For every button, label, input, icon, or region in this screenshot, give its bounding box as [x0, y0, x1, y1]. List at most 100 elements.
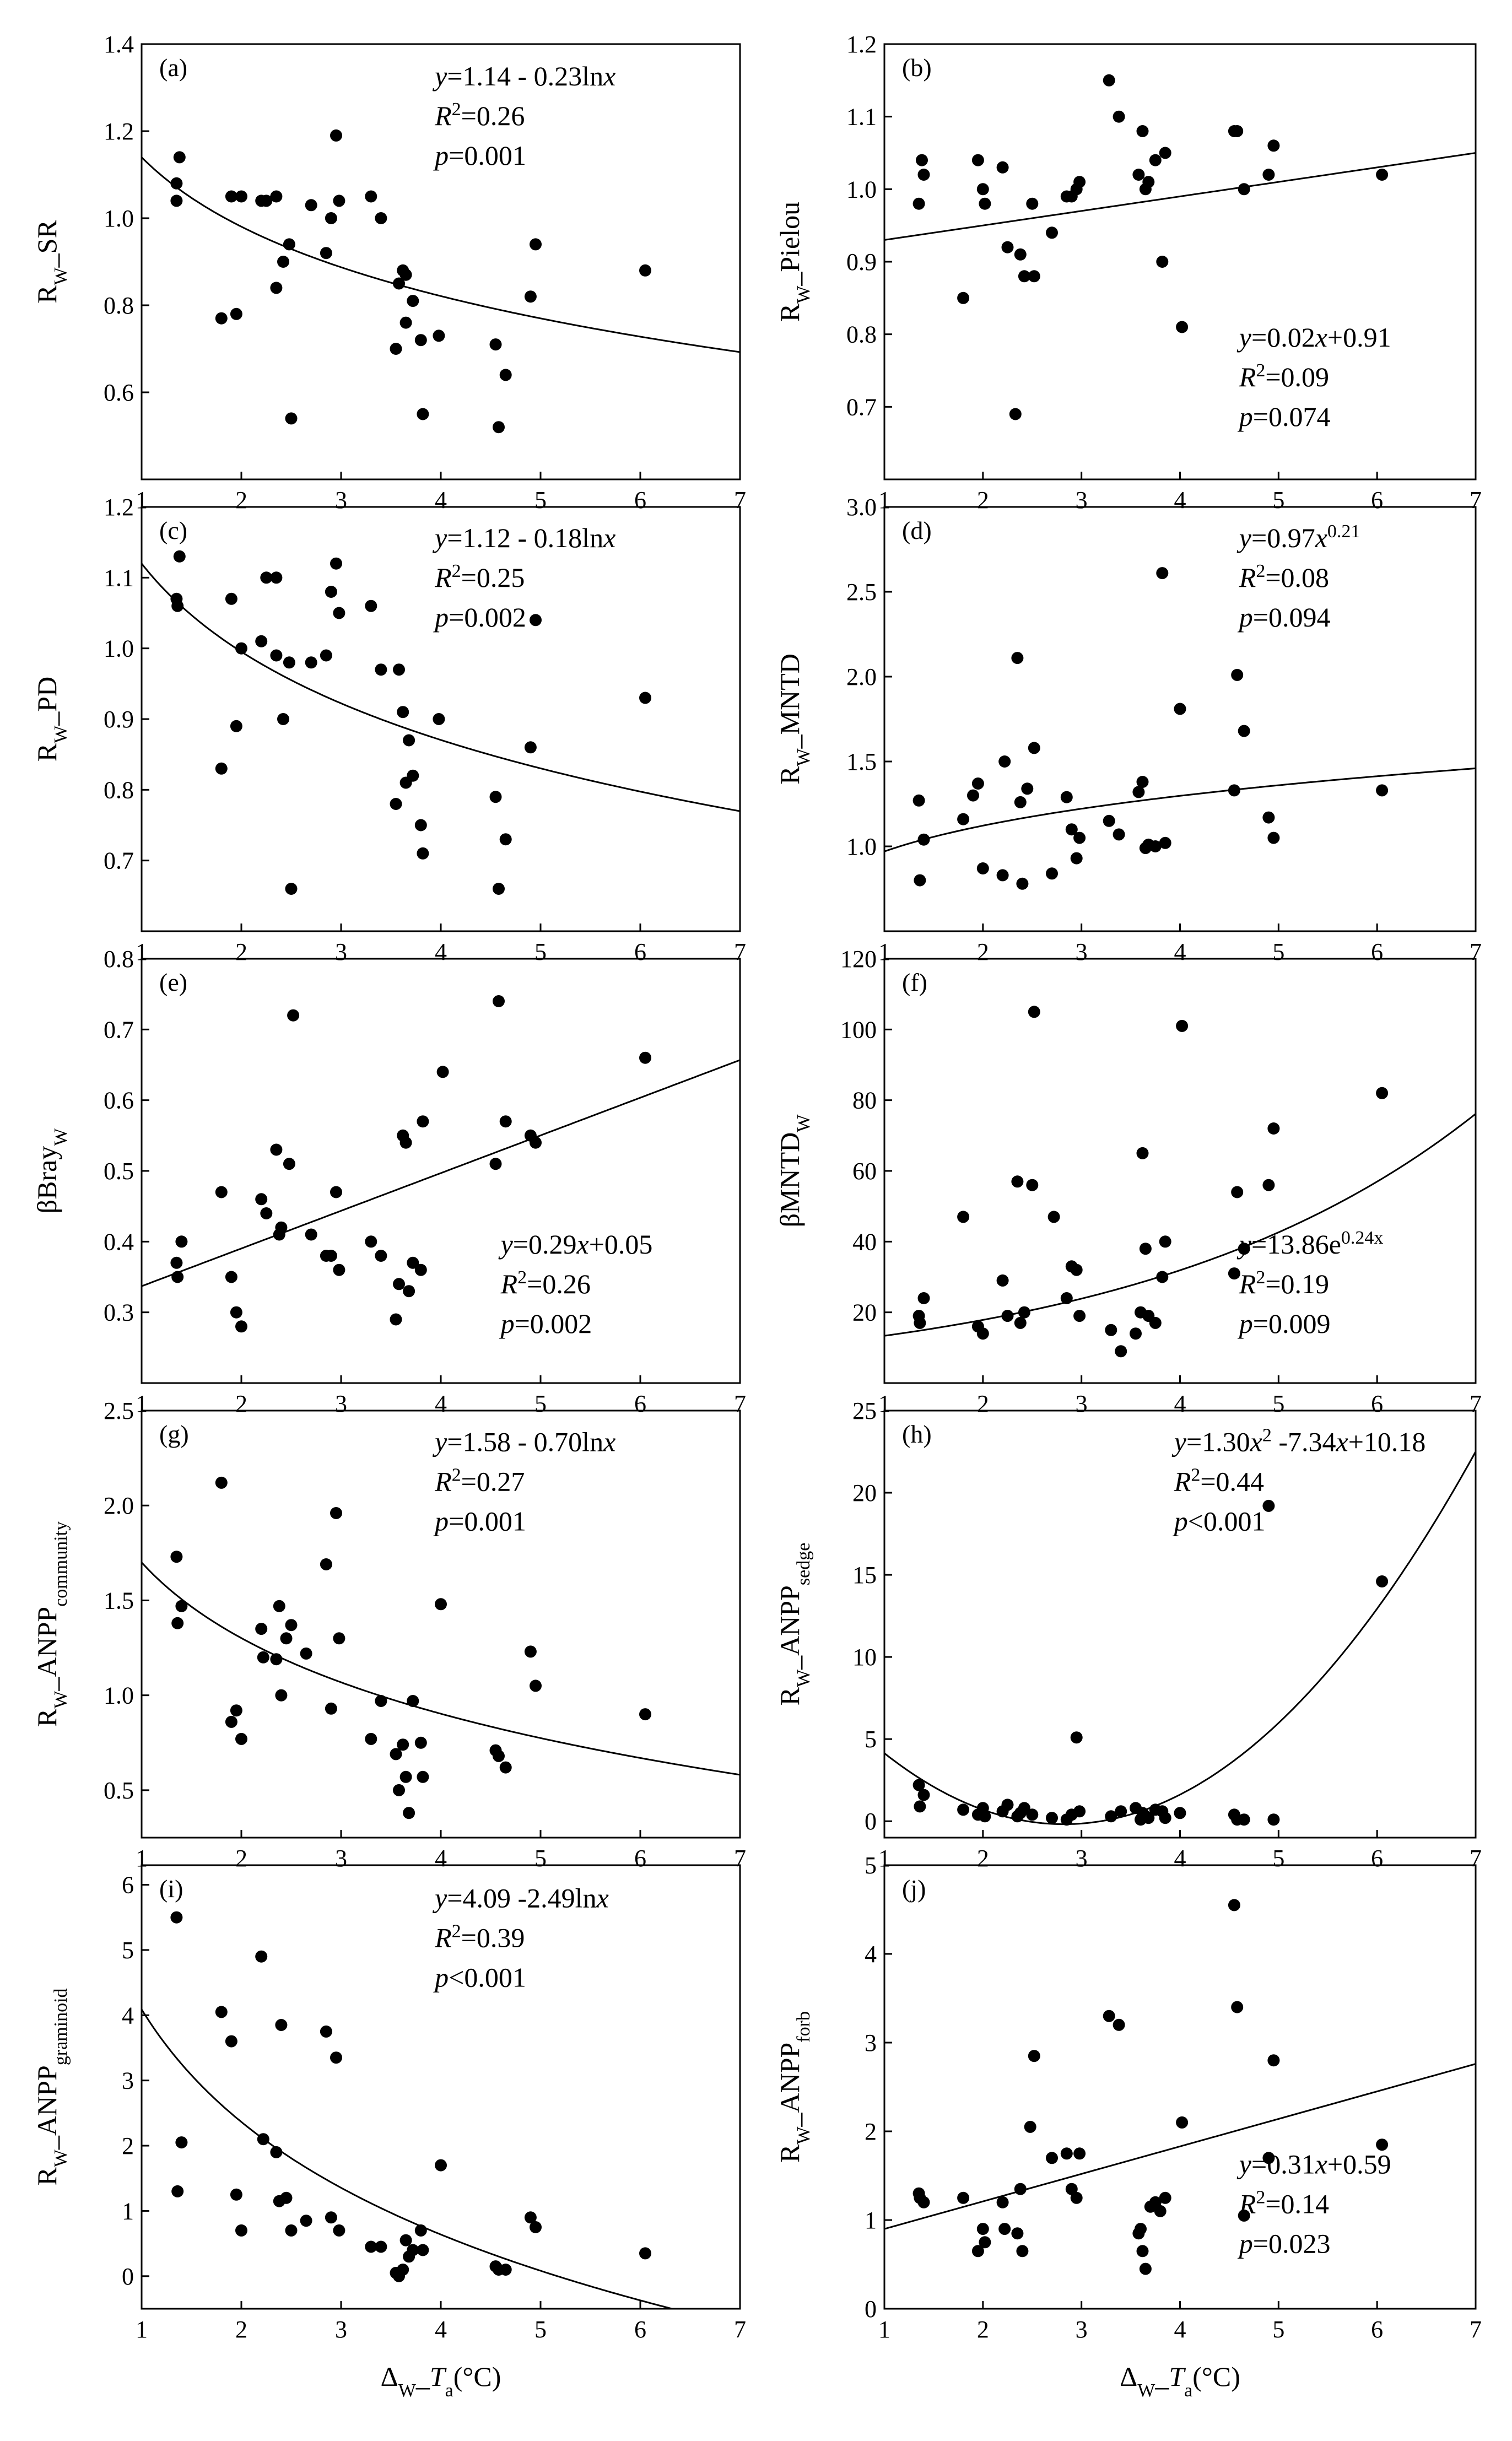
data-point [255, 1623, 268, 1635]
data-point [1267, 2054, 1280, 2067]
y-axis-label: βMNTDW [774, 1114, 814, 1228]
data-point [1231, 2001, 1244, 2013]
data-point [1267, 1122, 1280, 1135]
regression-annotation: R2=0.44 [1174, 1465, 1264, 1497]
y-axis-label: RW_ANPPgraminoid [31, 1988, 71, 2185]
regression-annotation: y=13.86e0.24x [1236, 1228, 1384, 1260]
data-point [971, 777, 984, 790]
data-point [365, 1732, 377, 1745]
text-segment: W [51, 267, 71, 285]
text-segment: y [1236, 2148, 1252, 2179]
text-segment: R [774, 2144, 805, 2163]
data-point [914, 1800, 926, 1813]
data-point [375, 663, 387, 676]
data-point [255, 635, 268, 647]
data-point [1001, 1799, 1014, 1811]
data-point [225, 592, 237, 605]
text-segment: 2 [1191, 1465, 1200, 1485]
panel-label: (a) [159, 53, 187, 82]
y-tick-label: 0.7 [846, 393, 877, 420]
data-point [175, 2136, 188, 2149]
data-point [320, 649, 332, 662]
data-point [1376, 2138, 1389, 2151]
data-point [417, 847, 429, 860]
regression-annotation: p<0.001 [433, 1962, 526, 1992]
data-point [996, 2196, 1009, 2208]
y-tick-label: 120 [840, 946, 877, 973]
data-point [275, 1689, 288, 1702]
data-point [1139, 2262, 1152, 2275]
data-point [1376, 169, 1389, 181]
y-tick-label: 2.0 [846, 663, 877, 690]
data-point [499, 369, 512, 381]
text-segment: =0.19 [1265, 1268, 1329, 1299]
data-point [170, 1551, 183, 1563]
data-point [433, 713, 445, 725]
data-point [1046, 2152, 1058, 2164]
regression-annotation: p=0.002 [499, 1308, 592, 1339]
data-point [273, 1600, 285, 1612]
data-point [235, 642, 247, 655]
data-point [230, 720, 242, 732]
data-point [325, 1702, 337, 1715]
data-point [1103, 74, 1115, 87]
y-tick-label: 0.5 [104, 1777, 134, 1804]
data-point [1136, 776, 1149, 788]
text-segment: p [433, 140, 449, 171]
data-point [1149, 154, 1162, 166]
data-point [390, 1313, 402, 1326]
data-point [1231, 125, 1244, 137]
y-tick-label: 2.5 [846, 579, 877, 606]
text-segment: y [1171, 1427, 1187, 1457]
data-point [1047, 1211, 1060, 1223]
data-point [1113, 828, 1125, 841]
y-tick-label: 0 [865, 1808, 877, 1835]
chart-panel: 1 2 3 4 5 6 70.30.40.50.60.70.8βBrayW(e)y=0.29… [31, 946, 746, 1417]
x-tick-label: 4 [435, 938, 447, 965]
text-segment: forb [793, 2011, 814, 2043]
x-tick-label: 5 [1272, 1390, 1284, 1417]
data-point [235, 2224, 247, 2237]
text-segment: =0.25 [461, 562, 525, 593]
x-tick-label: 6 [634, 938, 646, 965]
data-point [639, 1051, 651, 1064]
x-tick-label: 6 [1371, 1845, 1383, 1872]
x-tick-label: 2 [235, 1390, 247, 1417]
data-point [1159, 836, 1171, 849]
text-segment: p [1238, 1308, 1253, 1339]
data-point [1262, 1499, 1275, 1512]
fit-curve [884, 1113, 1476, 1337]
x-tick-label: 5 [534, 487, 547, 514]
data-point [325, 1250, 337, 1262]
panel-label: (b) [902, 53, 932, 82]
text-segment: βMNTD [774, 1132, 805, 1228]
regression-annotation: p=0.001 [433, 1506, 526, 1537]
data-point [215, 1476, 228, 1489]
data-point [1060, 1292, 1073, 1304]
data-point [393, 663, 405, 676]
x-tick-label: 5 [534, 938, 547, 965]
panel-label: (j) [902, 1875, 926, 1903]
data-point [225, 190, 237, 203]
text-segment: p [499, 1308, 515, 1339]
regression-annotation: p<0.001 [1173, 1506, 1266, 1537]
data-point [917, 2196, 930, 2208]
text-segment: R [434, 1466, 452, 1497]
text-segment: =4.09 -2.49ln [447, 1882, 596, 1913]
data-point [1028, 742, 1040, 754]
text-segment: sedge [793, 1543, 814, 1585]
y-tick-label: 1.5 [104, 1587, 134, 1614]
y-tick-label: 3.0 [846, 494, 877, 521]
data-point [170, 195, 183, 207]
data-point [524, 741, 537, 754]
data-point [996, 869, 1009, 882]
data-point [283, 238, 295, 251]
data-point [1176, 1019, 1189, 1032]
x-tick-label: 7 [1470, 2316, 1482, 2343]
data-point [1262, 811, 1275, 824]
text-segment: =0.023 [1253, 2228, 1331, 2259]
data-point [325, 2211, 337, 2224]
data-point [300, 2215, 312, 2227]
text-segment: =1.58 - 0.70ln [447, 1427, 603, 1457]
text-segment: x [603, 522, 615, 553]
